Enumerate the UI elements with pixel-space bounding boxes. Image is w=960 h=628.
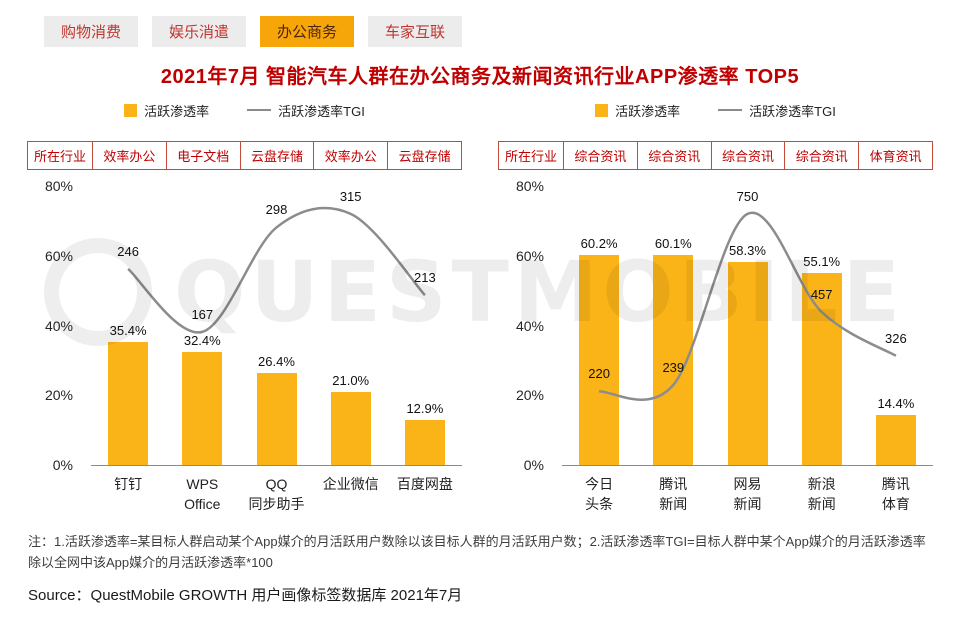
x-axis-labels: 钉钉 WPS Office QQ 同步助手 企业微信 百度网盘	[91, 475, 462, 514]
tab-entertainment[interactable]: 娱乐消遣	[152, 16, 247, 47]
y-axis: 0% 20% 40% 60% 80%	[27, 178, 83, 473]
bar-value-label: 35.4%	[109, 322, 147, 338]
x-category-label: 百度网盘	[396, 476, 453, 492]
x-category-label: 腾讯 体育	[881, 476, 910, 512]
bar-swatch-icon	[124, 103, 138, 117]
legend: 活跃渗透率 活跃渗透率TGI	[27, 101, 462, 119]
y-tick-label: 0%	[523, 457, 544, 473]
y-tick-label: 20%	[515, 387, 544, 404]
legend-bar-label: 活跃渗透率	[615, 103, 681, 119]
line-swatch-icon	[718, 109, 743, 111]
x-category-label: 网易 新闻	[733, 476, 762, 512]
plot-area: 35.4% 32.4% 26.4% 21.0% 12.9% 246 167 298 315 213	[91, 186, 462, 466]
legend-item-line: 活跃渗透率TGI	[247, 101, 365, 120]
bar	[182, 352, 223, 465]
industry-col-header: 所在行业	[504, 149, 557, 164]
chart-panel-news-apps: 活跃渗透率 活跃渗透率TGI 所在行业 综合资讯 综合资讯 综合资讯 综合资讯 …	[498, 101, 933, 514]
industry-col-header: 所在行业	[33, 149, 86, 164]
y-tick-label: 0%	[52, 457, 73, 473]
legend-line-label: 活跃渗透率TGI	[749, 103, 836, 119]
tgi-value-label: 246	[117, 243, 139, 259]
bar	[579, 255, 620, 465]
y-tick-label: 40%	[44, 317, 73, 334]
bar-value-label: 21.0%	[332, 372, 370, 388]
bar	[330, 391, 371, 465]
bar-value-label: 60.1%	[654, 236, 692, 252]
bar-value-label: 12.9%	[406, 401, 444, 417]
tgi-value-label: 457	[810, 286, 833, 302]
x-axis-labels: 今日 头条 腾讯 新闻 网易 新闻 新浪 新闻 腾讯 体育	[562, 475, 933, 514]
bar-swatch-icon	[595, 103, 609, 117]
category-tabs: 购物消费 娱乐消遣 办公商务 车家互联	[0, 0, 960, 47]
bar-value-label: 58.3%	[729, 242, 766, 258]
tgi-value-label: 220	[588, 366, 610, 382]
bar-value-label: 14.4%	[877, 395, 915, 411]
y-tick-label: 40%	[515, 317, 544, 334]
bar-value-label: 32.4%	[183, 333, 221, 349]
tgi-value-label: 750	[736, 188, 759, 204]
bar	[727, 261, 768, 465]
bar-line-chart: 0% 20% 40% 60% 80% 35.4% 32.4% 26.4% 21.0% 12.9%…	[27, 178, 462, 473]
industry-cell: 电子文档	[165, 142, 240, 169]
industry-cell: 云盘存储	[239, 142, 314, 169]
industry-cell: 综合资讯	[710, 142, 785, 169]
bar	[404, 420, 445, 465]
footnote: 注：1.活跃渗透率=某目标人群启动某个App媒介的月活跃用户数除以该目标人群的月…	[28, 534, 926, 570]
page-title: 2021年7月 智能汽车人群在办公商务及新闻资讯行业APP渗透率 TOP5	[160, 66, 800, 88]
bar	[875, 414, 916, 465]
tgi-value-label: 213	[414, 270, 436, 286]
line-swatch-icon	[247, 109, 272, 111]
industry-cell: 综合资讯	[784, 142, 858, 169]
x-category-label: 腾讯 新闻	[659, 476, 688, 512]
industry-header-row: 所在行业 综合资讯 综合资讯 综合资讯 综合资讯 体育资讯	[498, 141, 933, 170]
legend-item-line: 活跃渗透率TGI	[718, 101, 836, 120]
tgi-value-label: 298	[265, 202, 288, 218]
x-category-label: 钉钉	[114, 476, 143, 492]
x-category-label: 企业微信	[322, 476, 379, 492]
y-tick-label: 60%	[44, 247, 73, 264]
bar	[256, 372, 297, 465]
industry-header-row: 所在行业 效率办公 电子文档 云盘存储 效率办公 云盘存储	[27, 141, 462, 170]
industry-cell: 云盘存储	[387, 142, 461, 169]
y-tick-label: 80%	[44, 178, 73, 194]
tgi-value-label: 239	[662, 359, 685, 375]
chart-panel-office-apps: 活跃渗透率 活跃渗透率TGI 所在行业 效率办公 电子文档 云盘存储 效率办公 …	[27, 101, 462, 514]
y-tick-label: 20%	[44, 387, 73, 404]
legend-bar-label: 活跃渗透率	[144, 103, 210, 119]
bar-value-label: 26.4%	[258, 353, 295, 369]
tgi-value-label: 326	[885, 330, 907, 346]
y-tick-label: 60%	[515, 247, 544, 264]
x-category-label: WPS Office	[184, 476, 221, 512]
tab-car-connect[interactable]: 车家互联	[368, 16, 463, 47]
tgi-value-label: 315	[339, 188, 362, 204]
legend-item-bar: 活跃渗透率	[595, 101, 680, 120]
legend-item-bar: 活跃渗透率	[124, 101, 209, 120]
x-category-label: 新浪 新闻	[807, 476, 836, 512]
x-category-label: 今日 头条	[585, 476, 614, 512]
plot-area: 60.2% 60.1% 58.3% 55.1% 14.4% 220 239 750 457 326	[562, 186, 933, 466]
tab-office-business[interactable]: 办公商务	[260, 16, 355, 47]
industry-cell: 综合资讯	[636, 142, 711, 169]
source-line: Source：QuestMobile GROWTH 用户画像标签数据库 2021…	[28, 586, 463, 604]
tab-shopping[interactable]: 购物消费	[44, 16, 139, 47]
x-category-label: QQ 同步助手	[248, 476, 305, 512]
industry-cell: 效率办公	[92, 142, 166, 169]
legend: 活跃渗透率 活跃渗透率TGI	[498, 101, 933, 119]
tgi-value-label: 167	[191, 306, 214, 322]
bar-value-label: 55.1%	[803, 253, 841, 269]
y-axis: 0% 20% 40% 60% 80%	[498, 178, 554, 473]
y-tick-label: 80%	[515, 178, 544, 194]
bar-line-chart: 0% 20% 40% 60% 80% 60.2% 60.1% 58.3% 55.1% 14.4%…	[498, 178, 933, 473]
industry-cell: 效率办公	[313, 142, 387, 169]
bar	[108, 341, 149, 465]
legend-line-label: 活跃渗透率TGI	[278, 103, 365, 119]
industry-cell: 综合资讯	[563, 142, 637, 169]
industry-cell: 体育资讯	[858, 142, 932, 169]
bar-value-label: 60.2%	[580, 236, 618, 252]
charts-row: 活跃渗透率 活跃渗透率TGI 所在行业 效率办公 电子文档 云盘存储 效率办公 …	[0, 101, 960, 514]
